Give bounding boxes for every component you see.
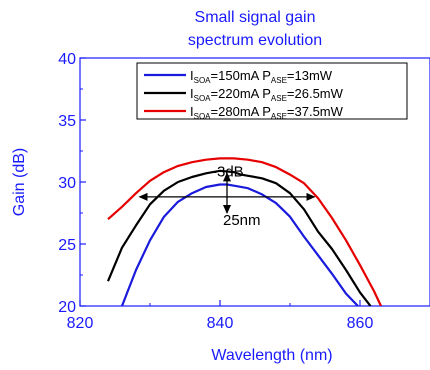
- x-tick-label-2: 860: [347, 315, 374, 332]
- chart-title-line-1: Small signal gain: [195, 9, 316, 26]
- y-tick-label-2: 30: [58, 175, 76, 192]
- tick-labels: 820 840 860 20 25 30 35 40: [58, 51, 373, 332]
- y-tick-label-1: 25: [58, 237, 76, 254]
- chart-title-line-2: spectrum evolution: [188, 32, 322, 49]
- legend-entry-0: ISOA=150mA PASE=13mW: [190, 68, 333, 85]
- x-axis-label: Wavelength (nm): [211, 347, 332, 364]
- legend-entry-1: ISOA=220mA PASE=26.5mW: [190, 86, 344, 103]
- y-axis-label: Gain (dB): [11, 148, 28, 216]
- annotations: -3dB 25nm: [138, 163, 316, 229]
- legend-entry-2: ISOA=280mA PASE=37.5mW: [190, 104, 344, 121]
- x-tick-label-1: 840: [207, 315, 234, 332]
- series-line-2: [107, 157, 382, 306]
- series-line-1: [106, 169, 372, 306]
- plot-frame: [79, 57, 430, 307]
- x-tick-label-0: 820: [67, 315, 94, 332]
- y-tick-label-4: 40: [58, 51, 76, 68]
- y-tick-label-3: 35: [58, 113, 76, 130]
- series-line-0: [120, 183, 359, 306]
- y-tick-label-0: 20: [58, 299, 76, 316]
- bandwidth-label: 25nm: [223, 212, 261, 229]
- legend-box: [136, 62, 408, 120]
- 3db-label: -3dB: [212, 163, 244, 180]
- series-lines: [106, 157, 382, 306]
- legend: ISOA=150mA PASE=13mW ISOA=220mA PASE=26.…: [136, 62, 408, 121]
